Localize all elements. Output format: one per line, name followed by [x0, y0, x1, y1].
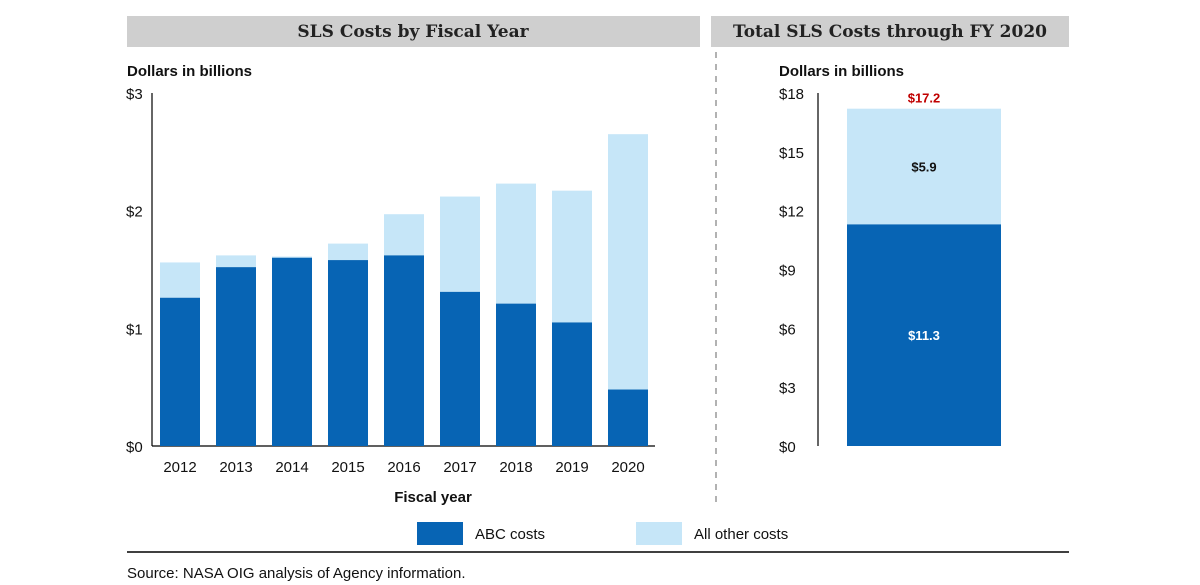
grand-total-label: $17.2	[908, 91, 941, 106]
bar-other-2017	[440, 196, 480, 292]
right-header-bg	[711, 16, 1069, 47]
left-x-axis-label: Fiscal year	[394, 489, 472, 506]
bar-other-2018	[496, 183, 536, 304]
right-y-tick: $6	[779, 321, 796, 338]
legend-swatch-abc	[417, 522, 463, 545]
right-y-tick: $12	[779, 204, 804, 221]
x-tick-2016: 2016	[387, 459, 420, 476]
x-tick-2018: 2018	[499, 459, 532, 476]
x-tick-2020: 2020	[611, 459, 644, 476]
x-tick-2015: 2015	[331, 459, 364, 476]
right-y-tick: $9	[779, 263, 796, 280]
bar-abc-2017	[440, 291, 480, 446]
left-y-tick: $1	[126, 321, 143, 338]
bar-abc-2016	[384, 255, 424, 446]
bar-abc-2020	[608, 389, 648, 446]
bar-other-2012	[160, 262, 200, 298]
bar-abc-2015	[328, 260, 368, 446]
right-y-tick: $0	[779, 439, 796, 456]
x-tick-2014: 2014	[275, 459, 308, 476]
legend-swatch-other	[636, 522, 682, 545]
bar-other-2015	[328, 243, 368, 261]
left-y-tick: $3	[126, 86, 143, 103]
right-y-tick: $18	[779, 86, 804, 103]
bar-other-2020	[608, 134, 648, 390]
left-y-tick: $0	[126, 439, 143, 456]
bar-abc-2012	[160, 297, 200, 446]
x-tick-2012: 2012	[163, 459, 196, 476]
source-note: Source: NASA OIG analysis of Agency info…	[127, 565, 466, 582]
left-header-bg	[127, 16, 700, 47]
bar-abc-2018	[496, 303, 536, 446]
bar-other-2014	[272, 256, 312, 258]
bar-other-2019	[552, 190, 592, 323]
bar-abc-2013	[216, 267, 256, 446]
bar-other-2016	[384, 214, 424, 256]
total-bar-other	[847, 108, 1001, 225]
right-y-tick: $3	[779, 380, 796, 397]
left-chart-title: SLS Costs by Fiscal Year	[297, 22, 529, 42]
bar-abc-2019	[552, 322, 592, 446]
legend-label-other: All other costs	[694, 526, 788, 543]
other-total-label: $5.9	[911, 160, 936, 175]
bar-abc-2014	[272, 257, 312, 446]
left-y-tick: $2	[126, 204, 143, 221]
right-y-tick: $15	[779, 145, 804, 162]
x-tick-2019: 2019	[555, 459, 588, 476]
total-bar-abc	[847, 224, 1001, 446]
right-y-axis-label: Dollars in billions	[779, 63, 904, 80]
x-tick-2017: 2017	[443, 459, 476, 476]
bar-other-2013	[216, 255, 256, 268]
right-chart-title: Total SLS Costs through FY 2020	[733, 22, 1047, 42]
legend-label-abc: ABC costs	[475, 526, 545, 543]
left-y-axis-label: Dollars in billions	[127, 63, 252, 80]
abc-total-label: $11.3	[908, 328, 940, 343]
x-tick-2013: 2013	[219, 459, 252, 476]
